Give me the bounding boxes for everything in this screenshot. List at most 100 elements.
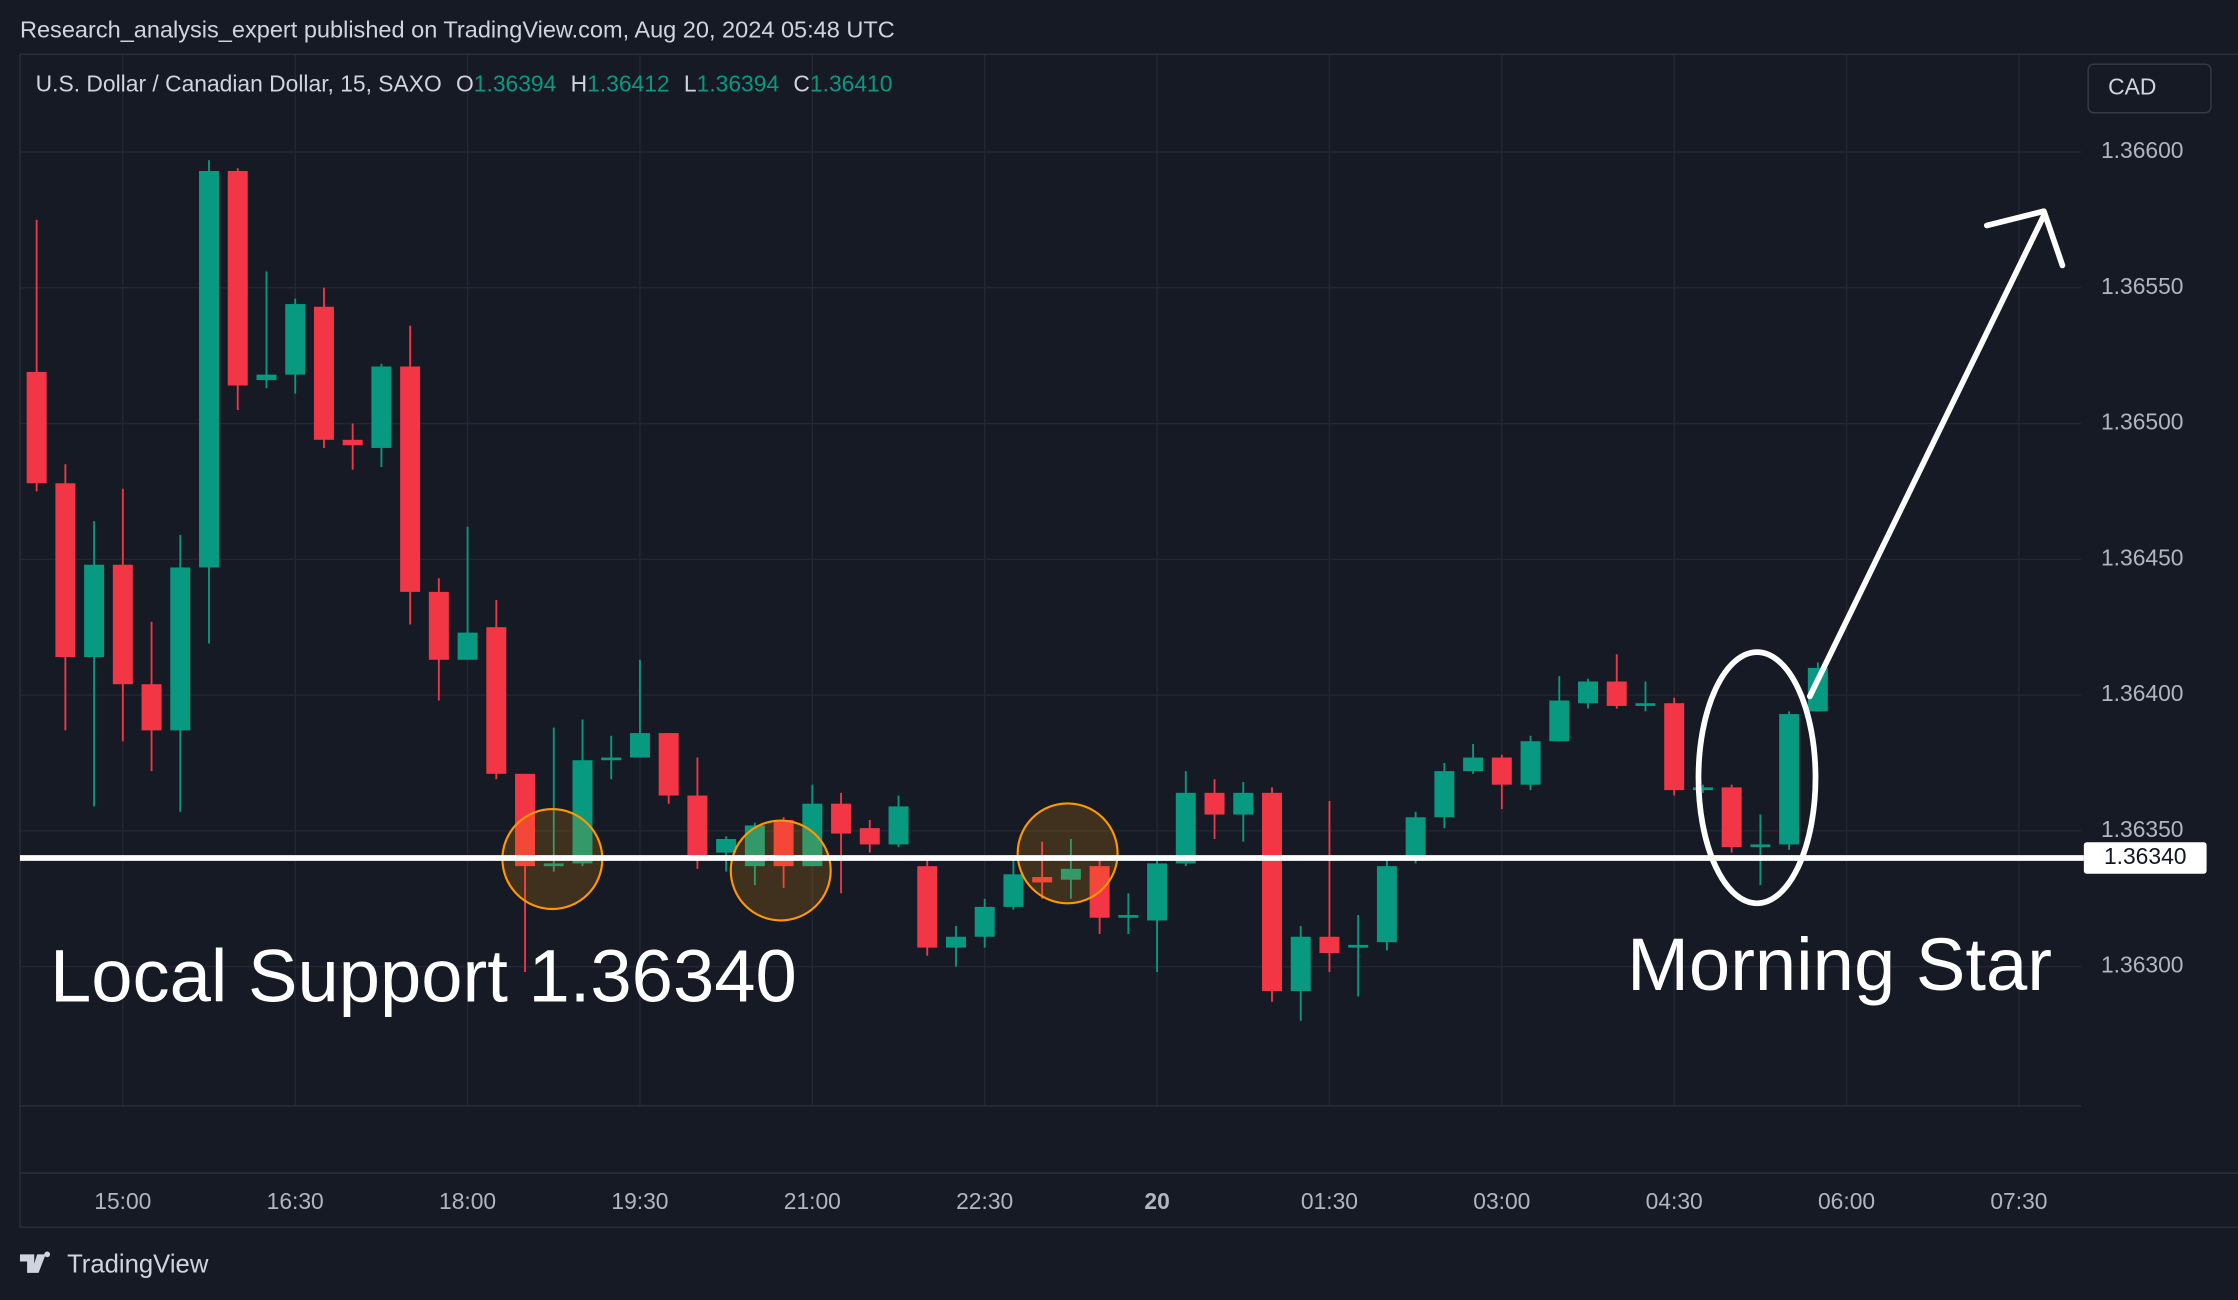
candle-body	[1290, 936, 1311, 992]
x-tick-label: 06:00	[1818, 1188, 1875, 1214]
candle-body	[543, 863, 564, 867]
candle-body	[859, 828, 880, 845]
candle-body	[1635, 703, 1656, 706]
candle-body	[802, 803, 823, 867]
candle-body	[227, 170, 248, 386]
candle-body	[572, 760, 593, 864]
x-tick-label: 16:30	[267, 1188, 324, 1214]
candle-body	[1463, 757, 1484, 772]
candle-body	[1118, 915, 1139, 918]
legend-key: C	[793, 71, 810, 97]
candle-body	[170, 567, 191, 731]
candle-body	[342, 439, 363, 446]
y-tick-label: 1.36350	[2101, 816, 2184, 842]
candle-body	[515, 773, 536, 867]
footer-logo: TradingView	[19, 1251, 209, 1279]
candle-body	[428, 591, 449, 660]
x-tick-label: 20	[1144, 1188, 1169, 1214]
legend-key: O	[456, 71, 474, 97]
y-tick-label: 1.36450	[2101, 544, 2184, 570]
candle-body	[1779, 714, 1800, 845]
candle-body	[1434, 771, 1455, 818]
candle-body	[1750, 844, 1771, 848]
x-tick-label: 03:00	[1473, 1188, 1530, 1214]
candle-body	[256, 374, 277, 381]
candle-body	[658, 733, 679, 796]
candle-body	[26, 371, 47, 484]
x-tick-label: 18:00	[439, 1188, 496, 1214]
footer: TradingView	[67, 1251, 209, 1279]
candle-body	[601, 757, 622, 761]
candle-body	[1003, 874, 1024, 907]
candle-body	[1692, 787, 1713, 791]
candle-body	[1376, 866, 1397, 943]
legend-value: 1.36394	[697, 71, 780, 97]
candle-body	[1491, 757, 1512, 785]
currency: CAD	[2108, 74, 2156, 100]
candles	[26, 160, 1828, 1021]
candle-body	[313, 306, 334, 440]
x-tick-label: 04:30	[1646, 1188, 1703, 1214]
candle-body	[1060, 868, 1081, 880]
legend-title: U.S. Dollar / Canadian Dollar, 15, SAXO	[36, 71, 442, 97]
candle-body	[629, 733, 650, 758]
annotation: Morning Star	[1627, 923, 2052, 1006]
candle-body	[716, 838, 737, 853]
x-tick-label: 21:00	[784, 1188, 841, 1214]
candle-body	[1175, 792, 1196, 864]
candle-body	[917, 866, 938, 948]
candle-body	[400, 366, 421, 592]
candle-body	[112, 564, 133, 685]
candle-body	[1319, 936, 1340, 954]
legend-key: L	[684, 71, 697, 97]
logo-icon	[19, 1251, 51, 1273]
highlight-circle	[1016, 802, 1119, 905]
legend-value: 1.36412	[587, 71, 670, 97]
candle-body	[457, 632, 478, 660]
candle-body	[1147, 863, 1168, 921]
currency-box[interactable]	[2087, 63, 2212, 114]
candle-body	[285, 304, 306, 375]
support-price-label: 1.36340	[2104, 843, 2187, 869]
candle-body	[888, 806, 909, 845]
y-tick-label: 1.36400	[2101, 680, 2184, 706]
x-tick-label: 15:00	[94, 1188, 151, 1214]
legend-key: H	[571, 71, 588, 97]
legend: U.S. Dollar / Canadian Dollar, 15, SAXO O…	[36, 71, 893, 97]
arrow-head	[1983, 208, 2066, 269]
header: Research_analysis_expert published on Tr…	[20, 17, 895, 43]
candle-body	[1606, 681, 1627, 706]
candle-body	[1261, 792, 1282, 992]
candle-body	[55, 483, 76, 658]
candle-body	[831, 803, 852, 834]
support-price-box	[2083, 842, 2207, 874]
candle-body	[1405, 817, 1426, 856]
y-tick-label: 1.36300	[2101, 952, 2184, 978]
candle-body	[141, 684, 162, 731]
y-tick-label: 1.36550	[2101, 273, 2184, 299]
x-tick-label: 19:30	[611, 1188, 668, 1214]
x-tick-label: 22:30	[956, 1188, 1013, 1214]
candle-body	[371, 366, 392, 448]
candle-body	[84, 564, 105, 658]
candle-body	[1520, 741, 1541, 785]
candle-body	[1032, 877, 1053, 883]
candle-body	[687, 795, 708, 856]
candle-body	[1348, 944, 1369, 948]
annotations: Local Support 1.36340 Morning Star	[50, 208, 2066, 1017]
pattern-ellipse	[1695, 649, 1819, 907]
legend-value: 1.36394	[474, 71, 557, 97]
candle-body	[1204, 792, 1225, 815]
candle-body	[1664, 703, 1685, 791]
candle-body	[974, 906, 995, 937]
candle-body	[199, 170, 220, 568]
legend-value: 1.36410	[810, 71, 893, 97]
candle-body	[1549, 700, 1570, 742]
candle-body	[486, 627, 507, 774]
y-tick-label: 1.36600	[2101, 137, 2184, 163]
y-tick-label: 1.36500	[2101, 409, 2184, 435]
annotation: Local Support 1.36340	[50, 934, 797, 1017]
candle-body	[1721, 787, 1742, 848]
